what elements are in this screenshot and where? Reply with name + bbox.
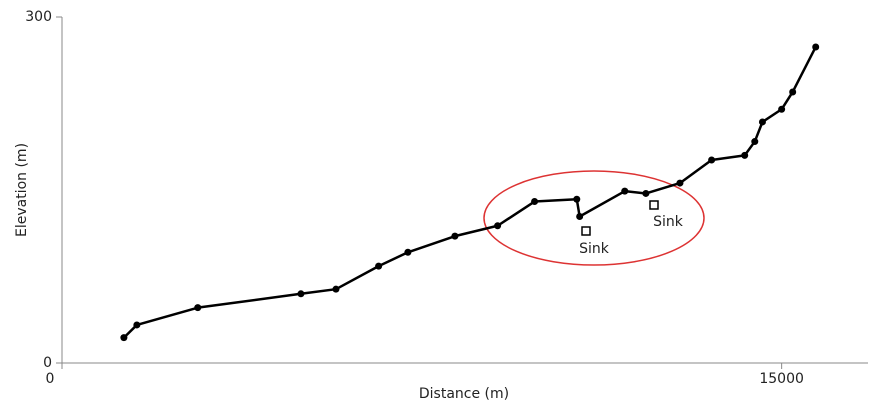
x-axis-label: Distance (m) <box>419 386 509 402</box>
point <box>676 179 684 187</box>
point <box>573 195 581 203</box>
point <box>451 232 459 240</box>
point <box>708 156 716 164</box>
y-tick-label: 0 <box>43 355 52 371</box>
point <box>576 213 584 221</box>
point <box>531 198 539 206</box>
point <box>133 321 141 329</box>
point <box>297 290 305 298</box>
point <box>741 151 749 159</box>
point <box>120 334 128 342</box>
annotation: Sink <box>579 241 610 257</box>
highlight-ellipse <box>483 170 705 266</box>
point <box>375 262 383 270</box>
point <box>494 222 502 230</box>
annotation: Sink <box>653 214 684 230</box>
y-tick-label: 300 <box>25 9 52 25</box>
point <box>812 43 820 51</box>
elevation-line <box>123 46 817 339</box>
point <box>778 105 786 113</box>
sink-marker <box>581 226 591 236</box>
x-tick-label: 0 <box>46 371 55 387</box>
point <box>621 187 629 195</box>
x-tick-label: 15000 <box>759 371 804 387</box>
point <box>404 248 412 256</box>
point <box>751 138 759 146</box>
y-axis-label: Elevation (m) <box>14 143 30 237</box>
point <box>789 88 797 96</box>
point <box>332 285 340 293</box>
point <box>194 304 202 312</box>
point <box>642 189 650 197</box>
sink-marker <box>649 200 659 210</box>
point <box>758 118 766 126</box>
